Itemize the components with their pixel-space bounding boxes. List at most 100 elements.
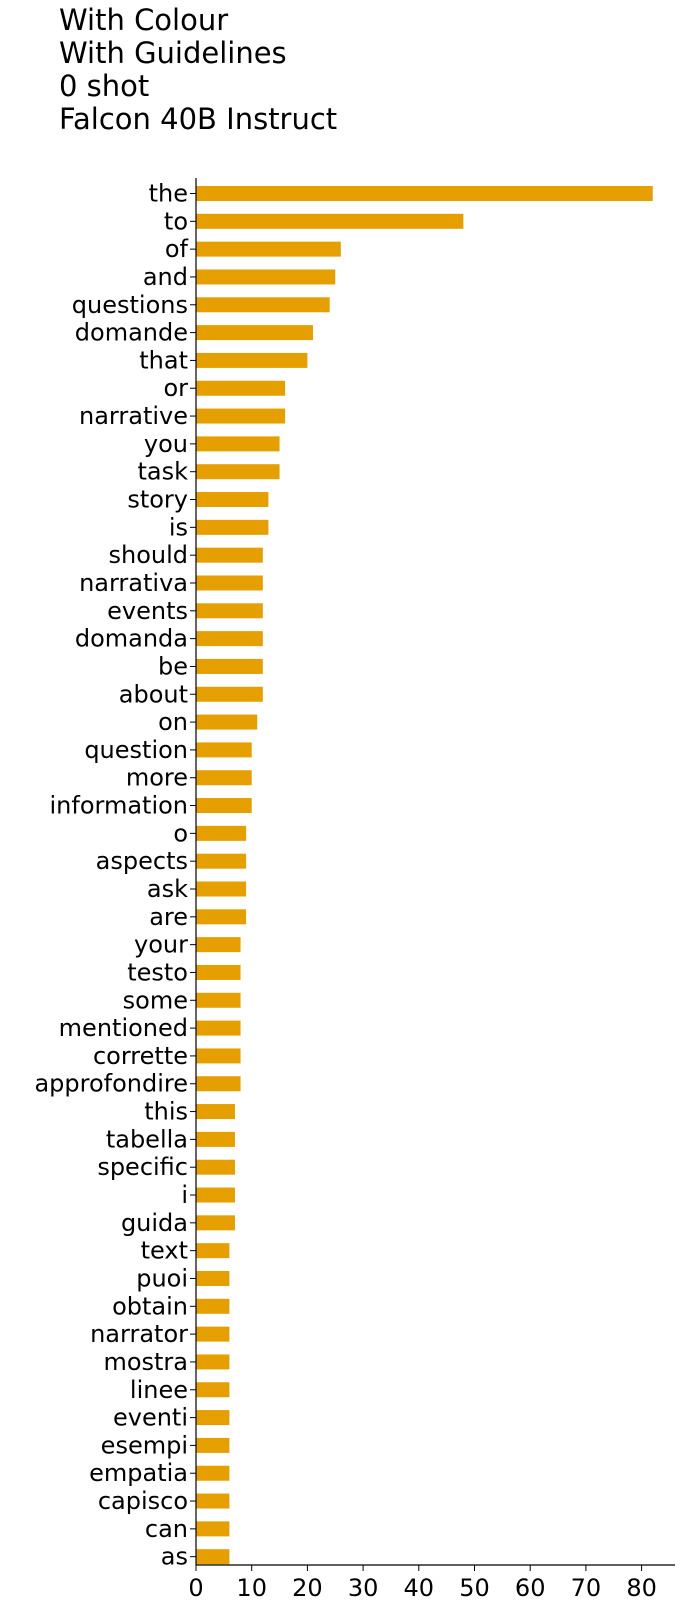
category-label: questions bbox=[72, 291, 188, 319]
bar-narrativa bbox=[196, 575, 263, 591]
chart-title: With Colour With Guidelines 0 shot Falco… bbox=[59, 4, 337, 136]
category-label: obtain bbox=[112, 1292, 188, 1320]
bar-you bbox=[196, 436, 280, 452]
category-label: can bbox=[145, 1515, 188, 1543]
category-label: eventi bbox=[113, 1404, 188, 1432]
category-label: mentioned bbox=[59, 1014, 188, 1042]
bar-the bbox=[196, 186, 653, 201]
bar-that bbox=[196, 352, 308, 368]
category-label: to bbox=[164, 207, 188, 235]
bar-domanda bbox=[196, 631, 263, 647]
category-label: i bbox=[181, 1181, 188, 1209]
category-label: mostra bbox=[103, 1348, 188, 1376]
x-tick-label: 70 bbox=[571, 1574, 602, 1602]
bar-approfondire bbox=[196, 1076, 241, 1092]
category-label: task bbox=[137, 458, 188, 486]
category-label: are bbox=[149, 903, 188, 931]
bar-information bbox=[196, 798, 252, 814]
category-label: o bbox=[173, 819, 188, 847]
bar-capisco bbox=[196, 1493, 230, 1509]
bar-should bbox=[196, 547, 263, 563]
bar-of bbox=[196, 241, 341, 257]
category-label: you bbox=[144, 430, 188, 458]
category-label: narrativa bbox=[79, 569, 188, 597]
category-label: linee bbox=[130, 1376, 188, 1404]
category-label: this bbox=[144, 1098, 188, 1126]
category-label: puoi bbox=[136, 1264, 188, 1292]
category-label: about bbox=[119, 680, 188, 708]
bar-tabella bbox=[196, 1131, 235, 1147]
category-label: is bbox=[169, 513, 188, 541]
category-label: your bbox=[134, 931, 188, 959]
x-tick-label: 0 bbox=[188, 1574, 203, 1602]
bar-linee bbox=[196, 1382, 230, 1398]
x-tick-label: 10 bbox=[236, 1574, 267, 1602]
bar-question bbox=[196, 742, 252, 758]
category-label: be bbox=[158, 652, 188, 680]
title-line-3: 0 shot bbox=[59, 69, 150, 103]
category-label: narrator bbox=[90, 1320, 188, 1348]
category-label: question bbox=[84, 736, 188, 764]
bar-or bbox=[196, 380, 286, 396]
bar-specific bbox=[196, 1159, 235, 1175]
category-label: capisco bbox=[98, 1487, 188, 1515]
category-label: text bbox=[141, 1237, 188, 1265]
bar-is bbox=[196, 519, 269, 535]
category-label: esempi bbox=[101, 1431, 188, 1459]
category-label: guida bbox=[121, 1209, 188, 1237]
category-label: domande bbox=[75, 319, 188, 347]
bar-more bbox=[196, 770, 252, 786]
bar-empatia bbox=[196, 1465, 230, 1481]
bar-narrative bbox=[196, 408, 286, 424]
bar-events bbox=[196, 603, 263, 619]
category-label: tabella bbox=[106, 1125, 188, 1153]
bar-domande bbox=[196, 325, 313, 341]
bar-to bbox=[196, 213, 464, 229]
bar-testo bbox=[196, 964, 241, 980]
x-tick-label: 40 bbox=[404, 1574, 435, 1602]
bar-can bbox=[196, 1521, 230, 1537]
category-label: ask bbox=[147, 875, 188, 903]
bar-are bbox=[196, 909, 247, 925]
category-label: domanda bbox=[75, 625, 188, 653]
category-label: the bbox=[149, 180, 188, 208]
x-tick-label: 60 bbox=[515, 1574, 546, 1602]
bar-be bbox=[196, 658, 263, 674]
x-tick-label: 30 bbox=[348, 1574, 379, 1602]
category-label: of bbox=[165, 235, 189, 263]
category-label: as bbox=[161, 1543, 188, 1571]
bar-and bbox=[196, 269, 336, 285]
category-label: narrative bbox=[79, 402, 188, 430]
bar-o bbox=[196, 825, 247, 841]
category-label: aspects bbox=[96, 847, 188, 875]
bar-mentioned bbox=[196, 1020, 241, 1036]
category-label: events bbox=[107, 597, 188, 625]
bar-puoi bbox=[196, 1270, 230, 1286]
bar-eventi bbox=[196, 1410, 230, 1426]
bar-text bbox=[196, 1243, 230, 1259]
category-label: and bbox=[143, 263, 188, 291]
bar-on bbox=[196, 714, 258, 730]
bar-task bbox=[196, 464, 280, 480]
bar-narrator bbox=[196, 1326, 230, 1342]
bar-ask bbox=[196, 881, 247, 897]
bar-i bbox=[196, 1187, 235, 1203]
bar-aspects bbox=[196, 853, 247, 869]
category-label: approfondire bbox=[34, 1070, 188, 1098]
bar-guida bbox=[196, 1215, 235, 1231]
bar-as bbox=[196, 1549, 230, 1565]
category-label: some bbox=[123, 986, 188, 1014]
title-line-1: With Colour bbox=[59, 3, 229, 37]
title-line-2: With Guidelines bbox=[59, 36, 287, 70]
bar-this bbox=[196, 1104, 235, 1120]
bar-obtain bbox=[196, 1298, 230, 1314]
bar-some bbox=[196, 992, 241, 1008]
bar-about bbox=[196, 686, 263, 702]
category-label: on bbox=[158, 708, 188, 736]
category-label: information bbox=[49, 792, 188, 820]
category-label: corrette bbox=[93, 1042, 188, 1070]
category-label: that bbox=[139, 346, 188, 374]
bar-story bbox=[196, 492, 269, 508]
category-label: empatia bbox=[89, 1459, 188, 1487]
